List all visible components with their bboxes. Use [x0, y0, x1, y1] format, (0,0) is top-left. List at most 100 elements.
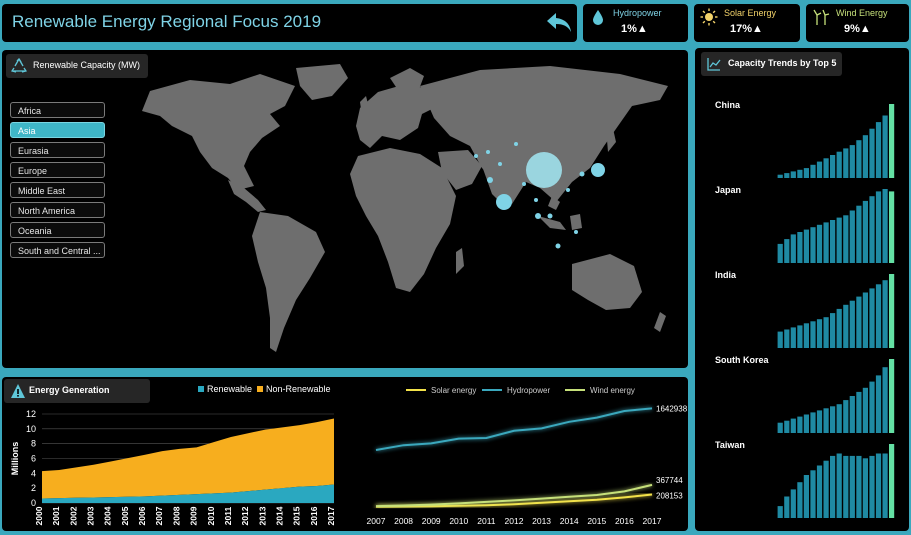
sun-icon: [700, 8, 718, 26]
trend-bar: [856, 140, 862, 178]
trend-bar: [823, 317, 829, 348]
series-line[interactable]: [375, 493, 653, 508]
title-bar: Renewable Energy Regional Focus 2019: [2, 4, 577, 42]
region-button[interactable]: Africa: [10, 102, 105, 118]
trend-bar: [875, 122, 882, 178]
trend-bar: [869, 196, 875, 263]
region-button[interactable]: North America: [10, 202, 105, 218]
x-tick-label: 2010: [449, 516, 468, 526]
trend-bar: [803, 323, 809, 348]
bubble-china[interactable]: [526, 152, 562, 188]
trend-bar: [830, 313, 836, 348]
water-drop-icon: [593, 10, 603, 25]
trend-bar: [856, 205, 862, 263]
trend-bar: [810, 227, 816, 263]
trend-bar: [830, 455, 836, 518]
bubble-mongolia[interactable]: [514, 142, 518, 146]
trend-bar: [889, 191, 895, 263]
renewable-area[interactable]: [42, 484, 334, 503]
kpi-solar: Solar Energy 17%▲: [694, 4, 800, 42]
bubble-japan[interactable]: [591, 163, 605, 177]
region-button[interactable]: South and Central ...: [10, 242, 105, 258]
trend-sparkbar-chart: [777, 189, 895, 263]
trend-bar: [777, 506, 783, 518]
trend-header-label: Capacity Trends by Top 5: [728, 58, 837, 68]
trend-bar: [843, 400, 849, 433]
kpi-label: Solar Energy: [724, 8, 777, 18]
trend-bar: [836, 217, 842, 263]
x-tick-label: 2017: [643, 516, 662, 526]
capacity-bubbles: [474, 142, 605, 249]
bubble-pakistan[interactable]: [487, 177, 493, 183]
trend-bar: [869, 455, 875, 518]
back-arrow-icon[interactable]: [544, 10, 574, 36]
x-tick-label: 2011: [477, 516, 496, 526]
bubble-south-korea[interactable]: [579, 171, 585, 177]
recycle-icon: [11, 58, 27, 73]
trend-bar: [849, 145, 855, 178]
trend-bar: [875, 453, 882, 518]
x-tick-label: 2000: [34, 506, 44, 525]
bubble-afghanistan[interactable]: [474, 154, 478, 158]
region-button[interactable]: Middle East: [10, 182, 105, 198]
trend-bar: [882, 280, 888, 348]
trend-bar: [810, 164, 816, 178]
bubble-philippines[interactable]: [574, 230, 578, 234]
y-tick-label: 10: [26, 424, 36, 434]
x-tick-label: 2012: [505, 516, 524, 526]
bubble-bangladesh[interactable]: [522, 182, 526, 186]
trend-bar: [882, 115, 888, 178]
world-landmass: [142, 64, 668, 352]
trend-bar: [816, 319, 823, 348]
y-axis-title: Millions: [10, 442, 20, 476]
bubble-india[interactable]: [496, 194, 512, 210]
trend-bar: [823, 222, 829, 263]
x-tick-label: 2008: [394, 516, 413, 526]
region-button[interactable]: Oceania: [10, 222, 105, 238]
trend-bar: [790, 234, 796, 263]
kpi-value: 9%▲: [844, 23, 871, 35]
trend-bar: [790, 327, 796, 348]
series-line[interactable]: [375, 483, 653, 508]
region-button[interactable]: Europe: [10, 162, 105, 178]
trend-bar: [856, 455, 862, 518]
trend-bar: [784, 420, 790, 433]
series-line[interactable]: [375, 407, 653, 451]
trend-bar: [777, 243, 783, 263]
x-tick-label: 2010: [206, 506, 216, 525]
legend-swatch-non-renewable: [257, 386, 263, 392]
trend-bar: [875, 375, 882, 433]
x-tick-label: 2015: [292, 506, 302, 525]
region-button[interactable]: Eurasia: [10, 142, 105, 158]
y-tick-label: 6: [31, 454, 36, 464]
trend-bar: [784, 496, 790, 518]
bubble-thailand[interactable]: [547, 213, 553, 219]
bubble-vietnam[interactable]: [535, 213, 541, 219]
trend-bar: [830, 220, 836, 263]
x-tick-label: 2007: [367, 516, 386, 526]
trend-bar: [784, 239, 790, 263]
x-tick-label: 2012: [240, 506, 250, 525]
bubble-nepal[interactable]: [498, 162, 502, 166]
trend-country-label: Japan: [715, 185, 742, 195]
kpi-label: Hydropower: [613, 8, 662, 18]
trend-bar: [803, 475, 809, 518]
trend-bar: [823, 158, 829, 178]
trend-bar: [836, 308, 842, 348]
trend-bar: [836, 453, 842, 518]
trend-bar: [862, 387, 868, 433]
bubble-indonesia[interactable]: [555, 243, 561, 249]
trend-country-label: China: [715, 100, 741, 110]
x-tick-label: 2007: [154, 506, 164, 525]
non-renewable-area[interactable]: [42, 418, 334, 499]
trend-bar: [816, 410, 823, 433]
trend-bar: [816, 465, 823, 518]
trend-sparkbar-chart: [777, 104, 895, 178]
world-map: [142, 64, 668, 352]
bubble-kazakhstan[interactable]: [486, 150, 490, 154]
trend-bar: [843, 304, 849, 348]
region-button[interactable]: Asia: [10, 122, 105, 138]
bubble-myanmar[interactable]: [534, 198, 538, 202]
x-tick-label: 2013: [257, 506, 267, 525]
bubble-taiwan[interactable]: [566, 188, 570, 192]
